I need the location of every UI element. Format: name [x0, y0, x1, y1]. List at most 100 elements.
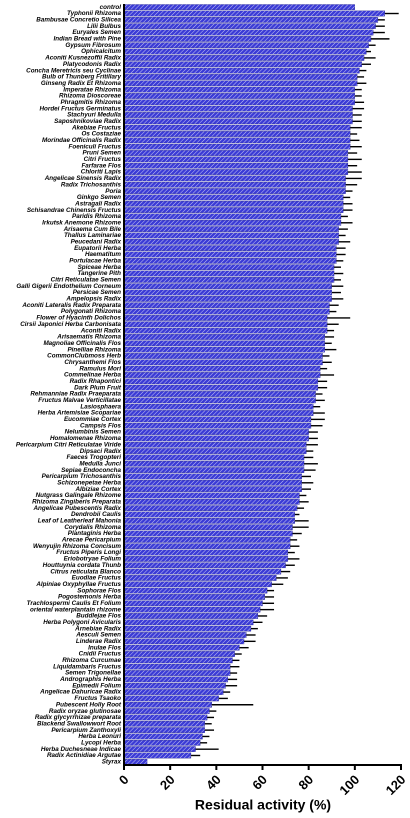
y-tick-label: Typhonii Rhizoma — [67, 10, 121, 17]
bar — [123, 334, 325, 340]
bar — [123, 695, 219, 702]
bar — [123, 391, 316, 397]
bar — [123, 441, 307, 448]
y-tick-label: Commelinae Herba — [64, 372, 122, 379]
y-tick-label: Corydalis Rhizoma — [64, 524, 121, 531]
y-tick-label: Ampelopsis Radix — [65, 296, 121, 303]
y-tick-label: Herba Leonuri — [78, 733, 121, 740]
y-tick-label: Cirsii Japonici Herba Carbonisata — [20, 321, 121, 328]
bar — [123, 86, 355, 93]
bar — [123, 657, 233, 664]
y-tick-label: Sophorae Flos — [77, 587, 121, 594]
bar — [123, 67, 360, 74]
bar — [123, 61, 362, 68]
bar — [123, 315, 328, 321]
bar — [123, 188, 346, 194]
y-tick-label: Farfarae Flos — [81, 162, 121, 169]
bar — [123, 175, 346, 182]
y-tick-label: Plantaginis Herba — [68, 530, 122, 537]
y-tick-label: Pogostemonis Herba — [58, 594, 121, 601]
bar — [123, 213, 342, 220]
y-tick-label: Tangerine Pith — [77, 270, 121, 277]
bar — [123, 537, 291, 543]
bar — [123, 93, 355, 99]
y-tick-label: Andrographis Herba — [59, 676, 121, 683]
bar — [123, 80, 358, 87]
bar — [123, 454, 305, 461]
bar — [123, 600, 263, 607]
y-tick-label: Albiziae Cortex — [75, 486, 122, 493]
bar — [123, 632, 247, 638]
bar — [123, 644, 240, 651]
y-tick-label: Euryales Semen — [72, 29, 121, 36]
y-tick-label: Imperatae Rhizoma — [63, 86, 121, 93]
bar — [123, 594, 265, 600]
bar — [123, 613, 259, 619]
y-tick-label: Styrax — [102, 759, 122, 766]
bar — [123, 308, 330, 315]
bar — [123, 258, 337, 264]
y-tick-label: Trachlospermi Caulis Et Folium — [27, 600, 122, 607]
bar — [123, 556, 289, 562]
y-tick-label: Akebiae Fructus — [71, 124, 121, 131]
y-tick-label: Indian Bread with Pine — [53, 36, 121, 43]
bar — [123, 460, 305, 467]
bar — [123, 219, 342, 226]
bar — [123, 156, 349, 163]
bar — [123, 340, 325, 347]
bar — [123, 169, 349, 175]
bar — [123, 720, 205, 727]
bar — [123, 714, 208, 721]
y-tick-label: Irkutsk Anemone Rhizome — [42, 219, 121, 226]
bar — [123, 48, 367, 55]
y-tick-label: Fructus Piperis Longi — [56, 549, 121, 556]
bar — [123, 207, 344, 213]
y-tick-label: Concha Meretricis seu Cyclinae — [26, 67, 121, 74]
y-tick-label: Chrysanthemi Flos — [64, 359, 121, 366]
y-tick-label: Alpiniae Oxyphyllae Fructus — [35, 581, 121, 588]
y-tick-label: Radix glycyrrhizae preparata — [35, 714, 122, 721]
bar — [123, 575, 277, 581]
bar — [123, 42, 369, 49]
y-tick-label: Poria — [105, 188, 121, 195]
bar — [123, 365, 321, 372]
y-tick-label: Ginseng Radix Et Rhizoma — [41, 80, 122, 87]
y-tick-label: Ophicalcitum — [81, 48, 121, 55]
y-tick-label: Radix Actinidiae Argutae — [47, 752, 122, 759]
bar — [123, 4, 355, 10]
bar — [123, 518, 295, 524]
bar — [123, 384, 319, 391]
y-tick-label: Citri Reticulatae Semen — [51, 277, 121, 284]
bar — [123, 143, 351, 150]
y-tick-label: Citri Fructus — [84, 156, 122, 163]
bar — [123, 473, 302, 480]
bar — [123, 289, 332, 296]
y-tick-label: Thallus Laminariae — [64, 232, 122, 239]
y-tick-label: Hordei Fructus Germinatus — [39, 105, 121, 112]
y-tick-label: Radix Trichosanthis — [61, 181, 122, 188]
y-tick-label: Bambusae Concretio Silicea — [36, 17, 121, 24]
y-tick-label: Nelumbinis Semen — [65, 429, 121, 436]
bar — [123, 701, 212, 708]
y-tick-label: Cnidii Fructus — [79, 651, 122, 658]
bar — [123, 232, 339, 239]
y-tick-label: Pruni Semen — [83, 150, 122, 157]
bar — [123, 200, 344, 207]
y-tick-label: Arnebiae Radix — [74, 625, 121, 632]
y-tick-label: Stachyuri Medulla — [67, 112, 121, 119]
y-tick-label: Astragali Radix — [74, 200, 121, 207]
bar — [123, 353, 323, 359]
x-tick-label: 0 — [116, 772, 132, 788]
bar — [123, 448, 307, 454]
bar — [123, 499, 300, 505]
y-tick-label: Aconiti Lateralis Radix Preparata — [21, 302, 121, 309]
x-tick-label: 20 — [157, 772, 178, 793]
y-tick-label: Arisaema Cum Bile — [63, 226, 122, 233]
bar — [123, 17, 379, 23]
y-tick-label: Faeces Trogopteri — [67, 454, 122, 461]
y-tick-label: Sepiae Endoconcha — [61, 467, 121, 474]
y-tick-label: Schizonepetae Herba — [57, 479, 121, 486]
bar — [123, 638, 245, 645]
y-tick-label: Rhizoma Curcumae — [62, 657, 121, 664]
